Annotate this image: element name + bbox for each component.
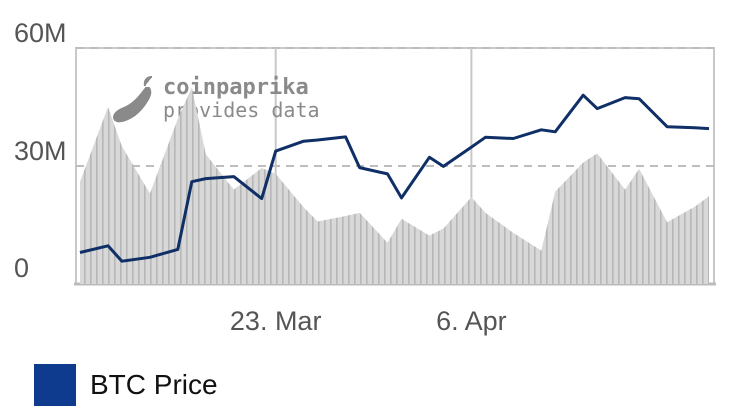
y-tick-label: 60M [14, 18, 67, 48]
chart: coinpaprika provides data 0 30M 60M 23. Ma… [14, 18, 716, 336]
legend-label-btc-price: BTC Price [90, 369, 218, 400]
x-tick-label: 23. Mar [230, 306, 322, 336]
volume-area [80, 87, 709, 284]
y-tick-label: 30M [14, 136, 67, 166]
y-axis-ticks: 0 30M 60M [14, 18, 67, 283]
series [79, 87, 710, 284]
legend[interactable]: BTC Price [34, 364, 218, 406]
coinpaprika-watermark: coinpaprika provides data [113, 75, 320, 123]
pepper-logo-icon [113, 76, 153, 123]
btc-price-line[interactable] [79, 93, 710, 263]
legend-swatch [34, 364, 76, 406]
x-tick-label: 6. Apr [436, 306, 507, 336]
y-tick-label: 0 [14, 253, 29, 283]
x-axis-ticks: 23. Mar 6. Apr [230, 306, 507, 336]
watermark-brand: coinpaprika [163, 75, 309, 100]
